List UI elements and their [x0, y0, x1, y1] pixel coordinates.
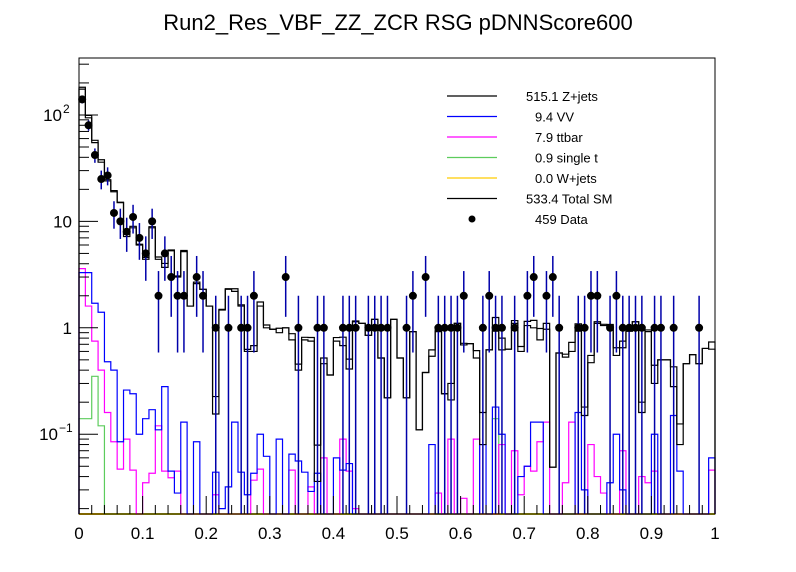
y-tick-label: 10 — [53, 212, 72, 231]
data-point — [555, 323, 564, 332]
x-tick-label: 0.9 — [640, 524, 664, 543]
data-point — [179, 291, 188, 300]
x-tick-label: 0.2 — [194, 524, 218, 543]
chart-title: Run2_Res_VBF_ZZ_ZCR RSG pDNNScore600 — [163, 10, 633, 35]
data-point — [364, 323, 373, 332]
data-point — [160, 249, 169, 258]
data-point — [199, 291, 208, 300]
data-point — [669, 323, 678, 332]
data-point — [580, 323, 589, 332]
data-point — [529, 273, 538, 282]
x-tick-label: 0.6 — [449, 524, 473, 543]
data-point — [402, 323, 411, 332]
legend-label: 0.9 single t — [535, 151, 598, 166]
data-point — [173, 291, 182, 300]
data-point — [408, 291, 417, 300]
data-point — [593, 291, 602, 300]
data-point — [548, 273, 557, 282]
histogram-total-sm — [78, 86, 716, 514]
x-tick-label: 0.8 — [576, 524, 600, 543]
data-point — [78, 95, 87, 104]
data-point — [586, 291, 595, 300]
data-point — [249, 291, 258, 300]
legend-label: 7.9 ttbar — [535, 130, 583, 145]
legend-label: 515.1 Z+jets — [526, 89, 598, 104]
histogram-vv — [78, 272, 716, 515]
x-tick-label: 0 — [74, 524, 83, 543]
data-point — [224, 323, 233, 332]
data-point — [90, 151, 99, 160]
x-tick-label: 0.3 — [258, 524, 282, 543]
data-point — [383, 323, 392, 332]
data-points — [78, 95, 704, 514]
data-point — [116, 217, 125, 226]
data-point — [606, 323, 615, 332]
legend-marker — [468, 215, 476, 223]
data-point — [459, 291, 468, 300]
legend-label: 459 Data — [535, 212, 589, 227]
data-point — [574, 323, 583, 332]
data-point — [447, 323, 456, 332]
data-point — [618, 323, 627, 332]
data-point — [192, 273, 201, 282]
data-point — [211, 323, 220, 332]
data-point — [345, 323, 354, 332]
data-point — [313, 323, 322, 332]
y-tick-exponent: −1 — [59, 421, 73, 435]
data-point — [612, 291, 621, 300]
y-tick-exponent: 2 — [63, 102, 70, 116]
data-point — [523, 291, 532, 300]
data-point — [625, 323, 634, 332]
data-point — [243, 323, 252, 332]
data-point — [491, 323, 500, 332]
data-point — [97, 175, 106, 184]
data-point — [656, 323, 665, 332]
x-tick-label: 0.7 — [512, 524, 536, 543]
data-point — [542, 291, 551, 300]
data-point — [281, 273, 290, 282]
data-point — [370, 323, 379, 332]
data-point — [485, 291, 494, 300]
legend-label: 9.4 VV — [535, 110, 574, 125]
data-point — [631, 323, 640, 332]
data-point — [154, 291, 163, 300]
data-point — [478, 323, 487, 332]
data-point — [338, 323, 347, 332]
x-tick-label: 0.1 — [131, 524, 155, 543]
data-point — [141, 249, 150, 258]
data-point — [129, 212, 138, 221]
data-point — [167, 273, 176, 282]
data-point — [319, 323, 328, 332]
data-point — [294, 323, 303, 332]
data-point — [453, 323, 462, 332]
data-point — [237, 323, 246, 332]
data-point — [103, 171, 112, 180]
x-tick-label: 0.4 — [322, 524, 346, 543]
data-point — [510, 323, 519, 332]
data-point — [421, 273, 430, 282]
data-point — [351, 323, 360, 332]
data-point — [497, 323, 506, 332]
data-point — [148, 217, 157, 226]
data-point — [377, 323, 386, 332]
data-point — [109, 208, 118, 217]
data-point — [440, 323, 449, 332]
legend-label: 533.4 Total SM — [526, 192, 612, 207]
x-tick-label: 1 — [710, 524, 719, 543]
legend: 515.1 Z+jets 9.4 VV 7.9 ttbar 0.9 single t 0… — [447, 89, 612, 227]
y-tick-label: 10 — [39, 425, 58, 444]
x-tick-label: 0.5 — [385, 524, 409, 543]
data-point — [434, 323, 443, 332]
y-tick-label: 1 — [63, 319, 72, 338]
data-point — [650, 323, 659, 332]
data-point — [122, 227, 131, 236]
mc-histograms — [78, 86, 716, 515]
data-point — [637, 323, 646, 332]
data-point — [695, 323, 704, 332]
data-point — [135, 233, 144, 242]
y-tick-label: 10 — [43, 106, 62, 125]
legend-label: 0.0 W+jets — [535, 171, 597, 186]
